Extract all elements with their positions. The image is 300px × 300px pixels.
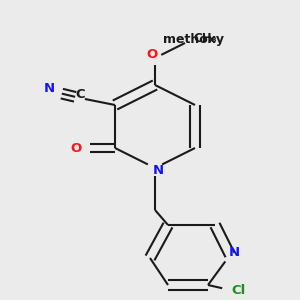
Text: O: O	[70, 142, 82, 154]
Text: C: C	[75, 88, 85, 101]
Text: N: N	[228, 245, 240, 259]
Text: methoxy: methoxy	[163, 34, 224, 46]
Text: O: O	[146, 49, 158, 62]
Text: CH₃: CH₃	[193, 32, 217, 44]
Text: N: N	[152, 164, 164, 176]
Text: Cl: Cl	[231, 284, 245, 296]
Text: N: N	[44, 82, 55, 95]
